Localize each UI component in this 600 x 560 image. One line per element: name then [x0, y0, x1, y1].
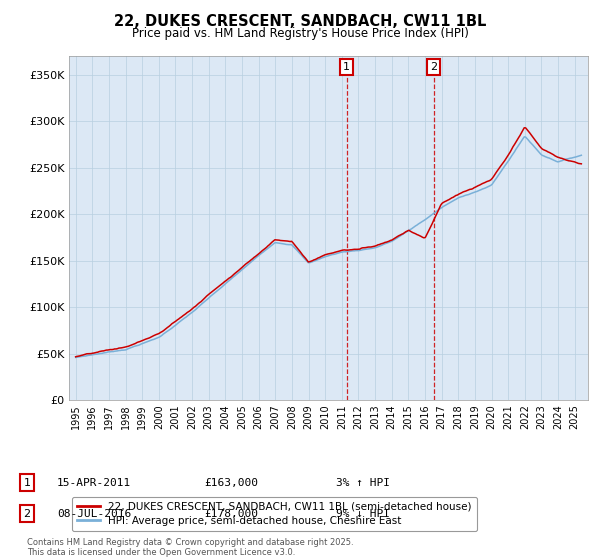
Text: £178,000: £178,000 [204, 508, 258, 519]
Legend: 22, DUKES CRESCENT, SANDBACH, CW11 1BL (semi-detached house), HPI: Average price: 22, DUKES CRESCENT, SANDBACH, CW11 1BL (… [71, 497, 477, 531]
Text: 15-APR-2011: 15-APR-2011 [57, 478, 131, 488]
Text: 1: 1 [23, 478, 31, 488]
Text: 1: 1 [343, 62, 350, 72]
Text: 22, DUKES CRESCENT, SANDBACH, CW11 1BL: 22, DUKES CRESCENT, SANDBACH, CW11 1BL [114, 14, 486, 29]
Text: Contains HM Land Registry data © Crown copyright and database right 2025.
This d: Contains HM Land Registry data © Crown c… [27, 538, 353, 557]
Text: Price paid vs. HM Land Registry's House Price Index (HPI): Price paid vs. HM Land Registry's House … [131, 27, 469, 40]
Text: 08-JUL-2016: 08-JUL-2016 [57, 508, 131, 519]
Text: 2: 2 [23, 508, 31, 519]
Text: 9% ↓ HPI: 9% ↓ HPI [336, 508, 390, 519]
Text: £163,000: £163,000 [204, 478, 258, 488]
Text: 2: 2 [430, 62, 437, 72]
Text: 3% ↑ HPI: 3% ↑ HPI [336, 478, 390, 488]
